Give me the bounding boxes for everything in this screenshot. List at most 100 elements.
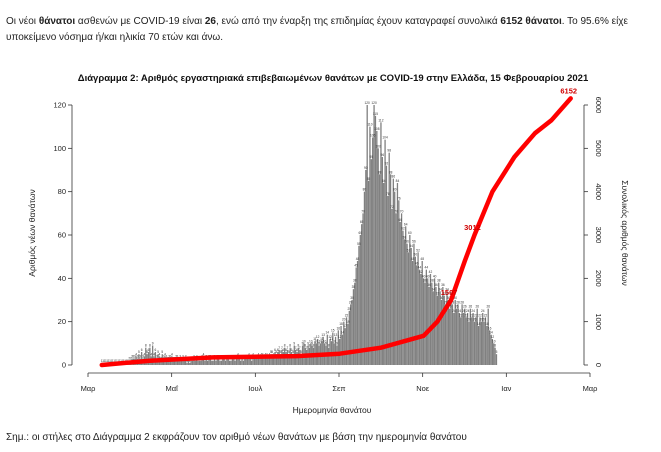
bar <box>227 358 229 365</box>
bar <box>209 358 212 365</box>
bar-value-label: 5 <box>300 350 302 354</box>
bar <box>352 289 355 365</box>
bar-value-label: 115 <box>373 112 378 116</box>
bar-value-label: 70 <box>400 209 404 213</box>
bar-value-label: 78 <box>386 192 390 196</box>
bar <box>356 261 359 365</box>
bar-value-label: 3 <box>163 355 165 359</box>
bar <box>190 360 192 365</box>
bar <box>405 226 407 365</box>
bar-value-label: 11 <box>330 337 334 341</box>
y-right-tick-label: 5000 <box>594 140 603 157</box>
bar-value-label: 10 <box>309 339 313 343</box>
bar <box>341 334 344 365</box>
bar-value-label: 13 <box>321 333 325 337</box>
bar-value-label: 26 <box>463 305 467 309</box>
bar-value-label: 7 <box>287 346 289 350</box>
bar <box>256 358 258 365</box>
bar-value-label: 22 <box>478 313 482 317</box>
bar-value-label: 20 <box>480 318 484 322</box>
bar-value-label: 52 <box>407 248 411 252</box>
bar-value-label: 17 <box>343 324 347 328</box>
bar <box>160 360 162 365</box>
bar <box>367 180 370 365</box>
bar-value-label: 35 <box>352 285 356 289</box>
bar <box>249 358 251 365</box>
bar-value-label: 30 <box>350 296 354 300</box>
bar <box>378 174 381 365</box>
bar <box>184 358 187 365</box>
bar-value-label: 8 <box>328 344 330 348</box>
bar <box>495 354 498 365</box>
bar-value-label: 3 <box>131 355 133 359</box>
bar-value-label: 45 <box>354 264 358 268</box>
bar-value-label: 90 <box>364 166 368 170</box>
bar-value-label: 18 <box>485 322 489 326</box>
bar-value-label: 38 <box>437 279 441 283</box>
bar-value-label: 1 <box>105 359 107 363</box>
bar <box>187 360 190 365</box>
bar-value-label: 28 <box>444 300 448 304</box>
bar-value-label: 15 <box>331 329 335 333</box>
y-right-tick-label: 2000 <box>594 270 603 287</box>
bar-value-label: 65 <box>360 220 364 224</box>
bar <box>440 300 443 365</box>
bar <box>193 358 195 365</box>
bar <box>290 352 293 365</box>
bar <box>345 317 348 365</box>
bar-value-label: 56 <box>412 240 416 244</box>
bar <box>223 358 225 365</box>
bar <box>479 317 481 365</box>
bar <box>348 310 350 365</box>
bar <box>208 358 210 365</box>
bar <box>257 356 260 365</box>
x-tick-label: Σεπ <box>332 384 345 393</box>
bar-value-label: 4 <box>260 352 262 356</box>
bar-value-label: 8 <box>309 344 311 348</box>
bar-value-label: 12 <box>328 335 332 339</box>
bar-value-label: 4 <box>265 352 267 356</box>
bar-value-label: 55 <box>357 242 361 246</box>
bar-value-label: 6 <box>282 348 284 352</box>
bar <box>140 352 143 365</box>
bar-value-label: 22 <box>484 313 488 317</box>
bar-value-label: 3 <box>179 355 181 359</box>
bar <box>490 334 492 365</box>
bar <box>422 278 425 365</box>
bar-value-label: 64 <box>404 222 408 226</box>
bar <box>194 360 196 365</box>
bar <box>469 308 471 365</box>
bar-value-label: 7 <box>278 346 280 350</box>
bar <box>189 362 191 365</box>
bar <box>446 291 448 365</box>
bar <box>200 360 202 365</box>
bar-value-label: 24 <box>466 309 470 313</box>
cumulative-label: 3012 <box>464 223 481 232</box>
bar <box>482 313 484 365</box>
bar <box>173 360 176 365</box>
bar-value-label: 1 <box>113 359 115 363</box>
y-left-tick-label: 20 <box>58 317 66 326</box>
bar-value-label: 48 <box>420 257 424 261</box>
bar-value-label: 110 <box>367 123 372 127</box>
bar <box>240 360 242 365</box>
bar-value-label: 2 <box>128 357 130 361</box>
bar <box>468 321 470 365</box>
bar <box>396 183 399 365</box>
bar <box>248 356 250 365</box>
bar-value-label: 9 <box>325 342 327 346</box>
bar-value-label: 1 <box>112 359 114 363</box>
bar-value-label: 48 <box>411 257 415 261</box>
bar-value-label: 84 <box>396 179 400 183</box>
bar <box>296 352 298 365</box>
bar <box>326 334 328 365</box>
bar-value-label: 18 <box>339 322 343 326</box>
bar <box>429 274 432 365</box>
bar-value-label: 26 <box>475 305 479 309</box>
bar-value-label: 3 <box>166 355 168 359</box>
bar-value-label: 4 <box>153 352 155 356</box>
bar <box>242 360 245 365</box>
bar <box>427 278 429 365</box>
bar <box>373 105 375 365</box>
bar-value-label: 1 <box>101 359 103 363</box>
